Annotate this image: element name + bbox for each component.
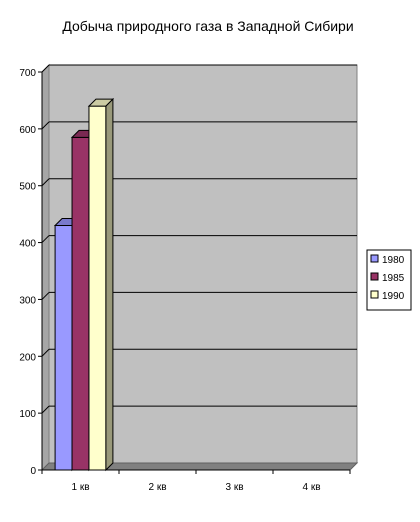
chart-title: Добыча природного газа в Западной Сибири xyxy=(62,18,353,34)
x-tick-label: 1 кв xyxy=(71,482,89,493)
gridline xyxy=(41,405,50,414)
legend-swatch xyxy=(370,290,379,299)
bar xyxy=(54,225,73,471)
y-tick-label: 0 xyxy=(30,466,36,477)
gridline xyxy=(41,235,50,243)
x-tick-label: 2 кв xyxy=(148,482,166,493)
gridline xyxy=(41,178,50,187)
legend-label: 1990 xyxy=(382,291,405,302)
y-tick-label: 100 xyxy=(19,409,36,420)
y-tick-label: 700 xyxy=(19,68,36,79)
legend-swatch xyxy=(370,254,379,263)
x-tick-label: 3 кв xyxy=(225,482,243,493)
y-tick-label: 500 xyxy=(19,182,36,193)
legend-label: 1980 xyxy=(382,255,405,266)
y-tick-label: 400 xyxy=(19,239,36,250)
legend-label: 1985 xyxy=(382,273,405,284)
bar xyxy=(71,136,90,471)
bar xyxy=(88,105,107,471)
gridline xyxy=(41,64,50,73)
gridline xyxy=(41,292,50,300)
x-tick-label: 4 кв xyxy=(302,482,320,493)
gridline xyxy=(41,121,50,130)
y-tick-label: 200 xyxy=(19,352,36,363)
y-tick-label: 300 xyxy=(19,295,36,306)
y-tick-label: 600 xyxy=(19,125,36,136)
bar-side xyxy=(105,97,114,472)
legend-swatch xyxy=(370,272,379,281)
gridline xyxy=(41,348,50,357)
